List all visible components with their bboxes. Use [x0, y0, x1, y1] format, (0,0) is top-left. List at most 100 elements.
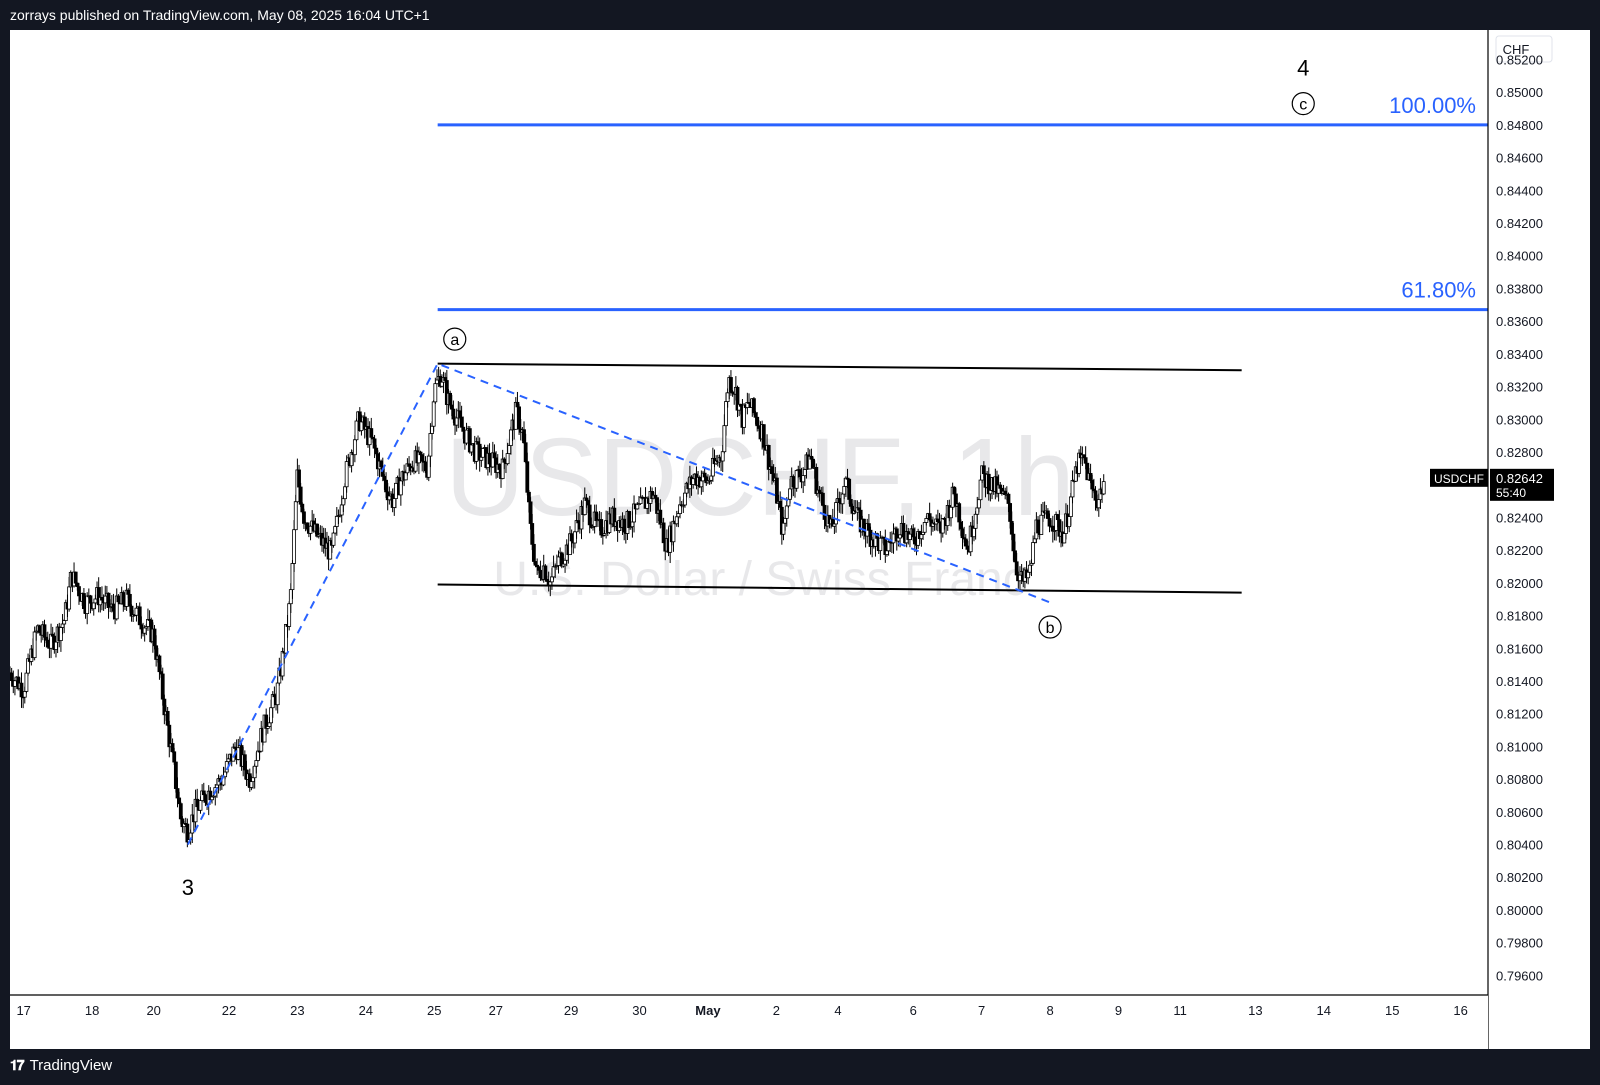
currency-label: CHF: [1503, 42, 1530, 57]
currency-box[interactable]: [1495, 35, 1553, 63]
candle-body: [93, 598, 98, 604]
candle-body: [387, 495, 392, 501]
time-tick-label: 15: [1385, 1003, 1399, 1018]
candle-body: [287, 603, 292, 627]
candle-body: [1008, 503, 1013, 522]
price-tick-label: 0.81200: [1496, 707, 1543, 722]
chart-area[interactable]: USDCHF, 1h U.S. Dollar / Swiss Franc 100.…: [8, 30, 1590, 1049]
candle-body: [538, 569, 543, 579]
candle-body: [334, 515, 339, 527]
time-tick-label: 29: [564, 1003, 578, 1018]
candle-body: [354, 420, 359, 441]
price-tick-label: 0.81600: [1496, 641, 1543, 656]
candle-body: [275, 682, 280, 706]
candle-body: [302, 511, 306, 524]
candle-body: [528, 501, 533, 524]
wave-label-c: c: [1299, 97, 1307, 114]
candle-body: [569, 533, 574, 542]
candle-body: [822, 504, 827, 520]
candle-body: [152, 628, 157, 647]
candle-body: [1090, 480, 1095, 490]
candle-body: [172, 751, 177, 763]
candle-body: [1031, 542, 1036, 564]
candle-body: [671, 520, 676, 543]
candle-body: [908, 533, 912, 540]
wave-dashed-line[interactable]: [187, 362, 1051, 845]
candle-body: [252, 765, 257, 779]
watermark-subtitle: U.S. Dollar / Swiss Franc: [493, 553, 1026, 606]
tradingview-logo-icon: 𝟏𝟕: [10, 1057, 25, 1073]
price-tick-label: 0.84000: [1496, 249, 1543, 264]
countdown-label: 55:40: [1496, 486, 1526, 500]
candle-body: [226, 758, 231, 762]
channel-upper-line[interactable]: [437, 362, 1242, 372]
candle-body: [1062, 533, 1067, 544]
candle-body: [469, 444, 474, 453]
time-tick-label: 20: [146, 1003, 160, 1018]
candle-body: [461, 426, 466, 432]
candle-body: [878, 537, 883, 552]
channel-lower-line[interactable]: [437, 583, 1242, 594]
candle-body: [722, 425, 727, 453]
candle-body: [978, 479, 983, 501]
symbol-tag: [1430, 468, 1488, 487]
candle-body: [479, 456, 484, 461]
drawings[interactable]: 100.00% 61.80%: [187, 93, 1488, 845]
candle-body: [497, 463, 502, 470]
candle-body: [977, 499, 981, 509]
candle-body: [791, 476, 796, 488]
candle-body: [502, 458, 507, 463]
time-tick-label: 16: [1453, 1003, 1467, 1018]
candle-body: [269, 707, 274, 724]
candle-body: [256, 750, 260, 761]
candle-body: [972, 527, 976, 538]
candle-body: [556, 556, 561, 566]
candle-body: [44, 636, 49, 641]
price-tick-label: 0.85000: [1496, 85, 1543, 100]
candle-body: [403, 472, 408, 481]
time-tick-label: 24: [359, 1003, 373, 1018]
time-tick-label: 8: [1046, 1003, 1053, 1018]
candle-body: [288, 589, 293, 605]
candle-body: [1006, 493, 1011, 504]
candle-body: [957, 503, 962, 523]
candle-body: [1036, 519, 1040, 534]
price-tick-label: 0.83200: [1496, 380, 1543, 395]
candle-body: [75, 582, 80, 587]
wave-label-circle: [1291, 92, 1315, 116]
candle-body: [922, 522, 927, 533]
candle-body: [683, 492, 687, 506]
candle-body: [85, 595, 90, 614]
candle-body: [267, 722, 272, 727]
time-tick-label: 11: [1173, 1003, 1187, 1018]
price-chart[interactable]: USDCHF, 1hU.S. Dollar / Swiss Franc 100.…: [8, 30, 1590, 1049]
candle-body: [77, 586, 81, 597]
candle-body: [798, 469, 802, 478]
candle-body: [627, 511, 632, 529]
candle-body: [126, 589, 131, 595]
price-tick-label: 0.83400: [1496, 347, 1543, 362]
candle-body: [1013, 550, 1017, 563]
candle-body: [522, 429, 526, 444]
candle-body: [443, 377, 448, 381]
candle-body: [111, 603, 116, 612]
candle-body: [24, 672, 29, 692]
tradingview-brand[interactable]: 𝟏𝟕 TradingView: [10, 1057, 112, 1074]
candle-body: [458, 410, 462, 418]
candle-body: [898, 534, 902, 539]
candle-body: [481, 448, 485, 458]
candle-body: [382, 475, 387, 481]
candle-body: [975, 507, 980, 515]
candle-body: [62, 620, 67, 625]
time-axis[interactable]: 17 18 20 22 23 24 25 27 29 30 May 2 4 6 7 8 9 11 13 14 15 16: [10, 994, 1488, 1049]
candle-body: [1068, 496, 1073, 517]
candle-body: [13, 680, 17, 687]
candle-body: [1047, 518, 1052, 527]
candle-body: [435, 379, 439, 385]
price-tick-label: 0.82400: [1496, 510, 1543, 525]
candle-body: [821, 492, 825, 506]
candle-body: [430, 425, 434, 434]
candle-body: [1101, 481, 1106, 495]
candle-body: [42, 624, 47, 638]
